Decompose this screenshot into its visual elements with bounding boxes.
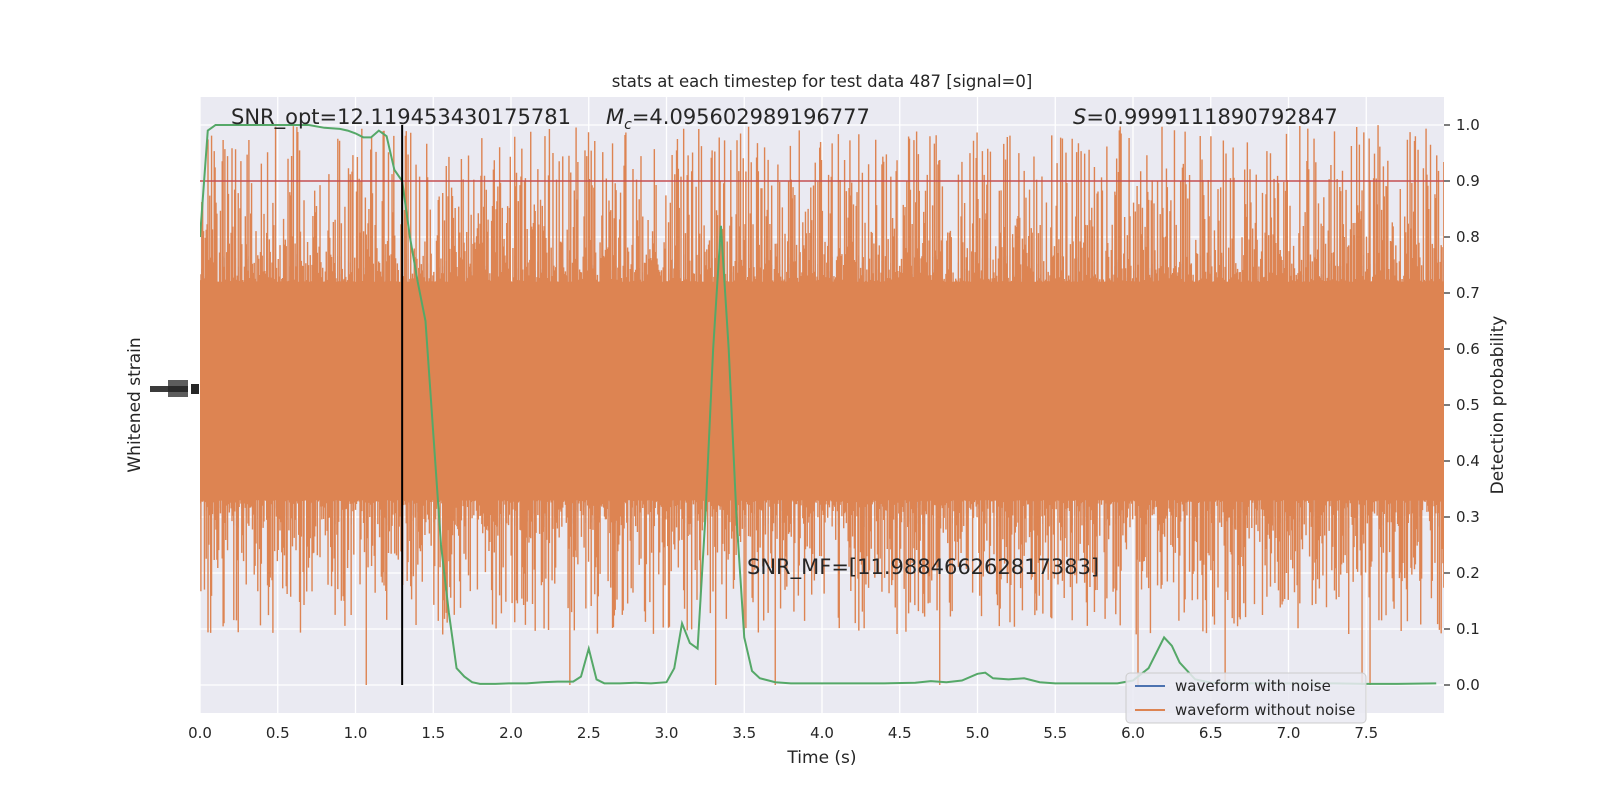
x-tick-label: 3.0 [655, 724, 679, 742]
y-axis-label-left: Whitened strain [125, 337, 145, 472]
legend: waveform with noise waveform without noi… [1125, 672, 1367, 724]
series-line-waveform-without-noise [200, 125, 1444, 685]
annotation-chirp-mass: Mc=4.095602989196777 [606, 105, 870, 133]
x-tick-label: 6.0 [1121, 724, 1145, 742]
legend-label-with-noise: waveform with noise [1175, 677, 1331, 695]
chart-title: stats at each timestep for test data 487… [612, 72, 1033, 91]
statistic-value: =0.9999111890792847 [1086, 105, 1337, 129]
y-axis-right: 0.0 0.1 0.2 0.3 0.4 0.5 0.6 0.7 0.8 0.9 1.0 [1444, 116, 1480, 694]
series-line-detection-probability [200, 124, 1437, 685]
x-axis-label: Time (s) [786, 748, 856, 768]
y-axis-label-right: Detection probability [1488, 316, 1508, 495]
y-tick-label: 0.8 [1456, 228, 1480, 246]
annotation-snr-mf: SNR_MF=[11.988466262817383] [747, 555, 1099, 580]
y-tick-label: 0.6 [1456, 340, 1480, 358]
y-tick-label: 1.0 [1456, 116, 1480, 134]
annotation-statistic: S=0.9999111890792847 [1073, 105, 1338, 129]
x-tick-label: 7.0 [1277, 724, 1301, 742]
x-tick-label: 0.0 [188, 724, 212, 742]
annotation-snr-opt: SNR_opt=12.119453430175781 [231, 105, 571, 130]
chirp-mass-value: =4.095602989196777 [632, 105, 870, 129]
chirp-mass-subscript: c [624, 117, 632, 133]
y-tick-label: 0.9 [1456, 172, 1480, 190]
x-tick-label: 4.0 [810, 724, 834, 742]
x-axis: 0.0 0.5 1.0 1.5 2.0 2.5 3.0 3.5 4.0 4.5 5.0 5.5 6.0 6… [188, 724, 1378, 742]
x-tick-label: 4.5 [888, 724, 912, 742]
x-tick-label: 7.5 [1354, 724, 1378, 742]
x-tick-label: 1.0 [344, 724, 368, 742]
x-tick-label: 2.0 [499, 724, 523, 742]
x-tick-label: 3.5 [732, 724, 756, 742]
y-tick-label: 0.2 [1456, 564, 1480, 582]
left-axis-tick-cluster [150, 380, 199, 397]
y-tick-label: 0.7 [1456, 284, 1480, 302]
x-tick-label: 2.5 [577, 724, 601, 742]
y-tick-label: 0.3 [1456, 508, 1480, 526]
y-tick-label: 0.1 [1456, 620, 1480, 638]
statistic-symbol: S [1073, 105, 1086, 129]
y-tick-label: 0.0 [1456, 676, 1480, 694]
legend-box [1125, 672, 1367, 724]
x-tick-label: 6.5 [1199, 724, 1223, 742]
y-tick-label: 0.4 [1456, 452, 1480, 470]
x-tick-label: 0.5 [266, 724, 290, 742]
chirp-mass-symbol: M [606, 105, 624, 129]
plot-area [200, 124, 1444, 685]
legend-label-without-noise: waveform without noise [1175, 701, 1355, 719]
x-tick-label: 1.5 [421, 724, 445, 742]
x-tick-label: 5.0 [966, 724, 990, 742]
y-tick-label: 0.5 [1456, 396, 1480, 414]
x-tick-label: 5.5 [1043, 724, 1067, 742]
